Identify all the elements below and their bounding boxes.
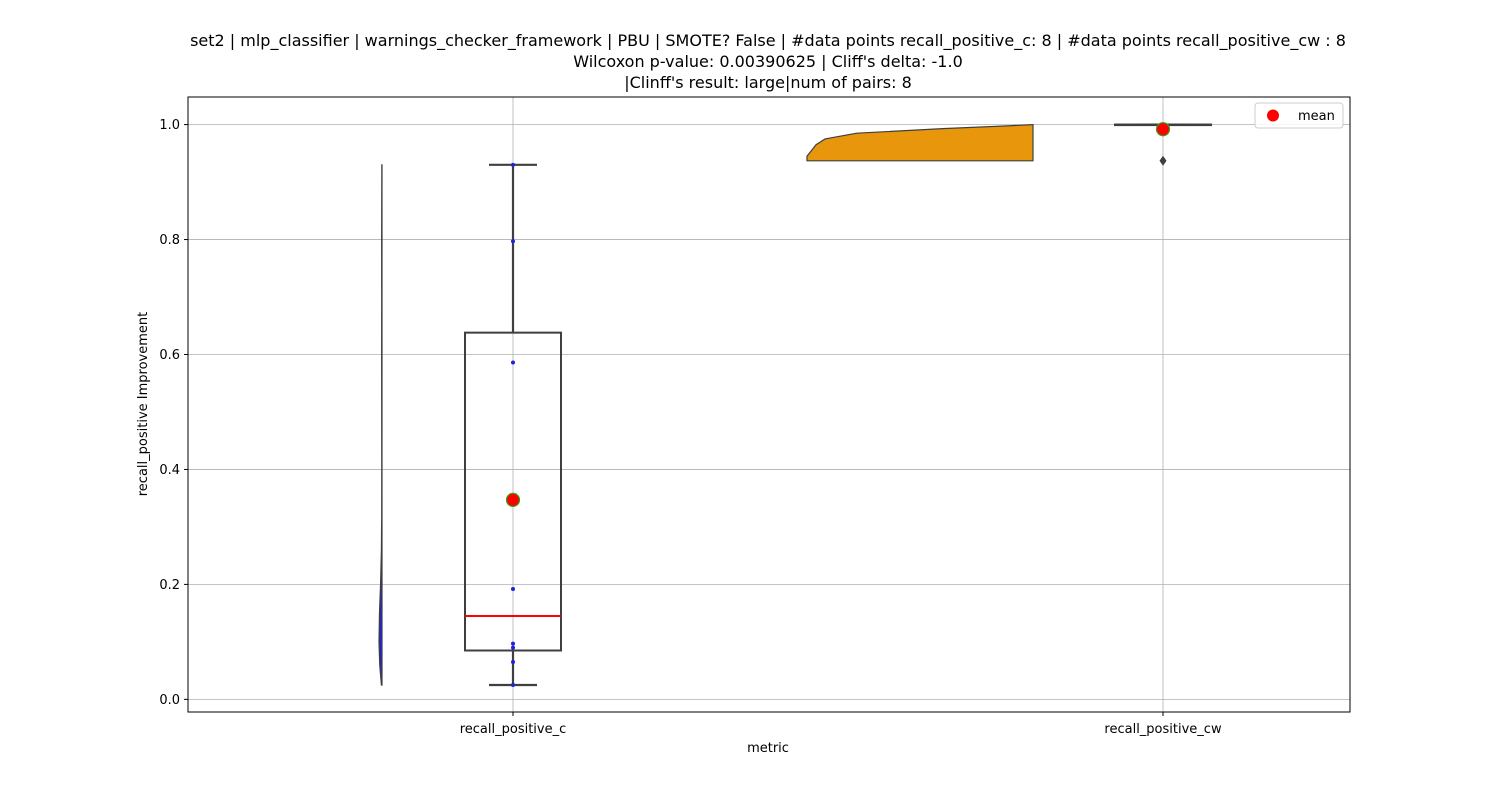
legend-mean-marker	[1267, 109, 1279, 122]
legend-frame	[1254, 102, 1344, 129]
x-axis-label: metric	[747, 741, 789, 756]
plot-frame	[187, 96, 1351, 713]
title-line-2: Wilcoxon p-value: 0.00390625 | Cliff's d…	[573, 52, 963, 71]
data-point-recall_positive_c	[511, 645, 515, 650]
data-point-recall_positive_c	[511, 641, 515, 646]
x-tick-label: recall_positive_cw	[1104, 722, 1222, 737]
y-axis-label: recall_positive Improvement	[136, 312, 151, 496]
axes-layer: 0.0 0.2 0.4 0.6 0.8 1.0 recall_positive_c recal…	[159, 96, 1351, 737]
data-point-recall_positive_c	[511, 239, 515, 244]
y-tick-label: 1.0	[159, 118, 180, 133]
violin-recall_positive_c	[378, 164, 383, 686]
chart-title: set2 | mlp_classifier | warnings_checker…	[190, 31, 1346, 92]
violin-recall_positive_cw	[806, 123, 1034, 162]
data-point-recall_positive_c	[511, 360, 515, 365]
data-point-recall_positive_c	[511, 587, 515, 591]
title-line-3: |Clinff's result: large|num of pairs: 8	[624, 73, 912, 92]
x-tick-label: recall_positive_c	[460, 722, 567, 737]
y-tick-label: 0.6	[159, 348, 180, 363]
plot-layer	[378, 122, 1212, 687]
data-point-recall_positive_c	[511, 162, 515, 167]
mean-marker-recall_positive_cw	[1155, 122, 1171, 137]
y-tick-label: 0.4	[159, 463, 180, 478]
y-tick-label: 0.0	[159, 693, 180, 708]
legend: mean	[1254, 102, 1344, 129]
legend-mean-label: mean	[1298, 109, 1335, 124]
box-recall_positive_c	[464, 331, 562, 652]
outlier-recall_positive_cw	[1159, 155, 1167, 166]
mean-marker-recall_positive_c	[505, 492, 521, 508]
data-point-recall_positive_c	[511, 682, 515, 687]
y-tick-label: 0.2	[159, 578, 180, 593]
y-tick-label: 0.8	[159, 233, 180, 248]
title-line-1: set2 | mlp_classifier | warnings_checker…	[190, 31, 1346, 51]
data-point-recall_positive_c	[511, 659, 515, 664]
